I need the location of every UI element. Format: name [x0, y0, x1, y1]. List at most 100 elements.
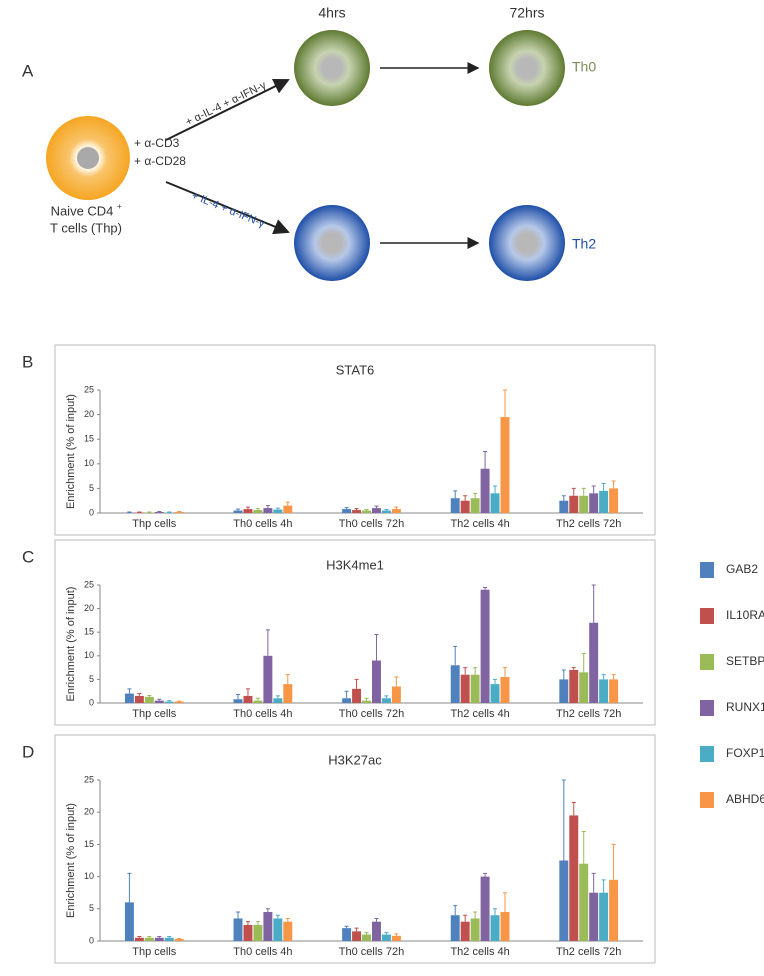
- error-bar: [374, 634, 379, 661]
- error-bar: [354, 678, 359, 689]
- bar: [243, 509, 253, 513]
- x-tick-label: Th2 cells 4h: [450, 708, 509, 720]
- error-bar: [384, 695, 389, 699]
- bar: [391, 509, 401, 513]
- bar: [391, 686, 401, 703]
- bar: [391, 935, 401, 941]
- error-bar: [453, 645, 458, 666]
- error-bar: [275, 914, 280, 919]
- y-tick-label: 0: [89, 507, 94, 517]
- error-bar: [364, 697, 369, 701]
- y-axis-label: Enrichment (% of input): [65, 587, 77, 702]
- bar: [490, 915, 500, 941]
- error-bar: [285, 501, 290, 506]
- error-bar: [571, 667, 576, 670]
- bar: [460, 500, 470, 513]
- bar: [154, 937, 164, 941]
- bar: [381, 934, 391, 941]
- th2-cell: [489, 205, 565, 281]
- bar: [134, 695, 144, 703]
- bar: [273, 698, 283, 703]
- bar: [450, 665, 460, 703]
- bar: [342, 698, 352, 703]
- error-bar: [483, 451, 488, 469]
- th0-cell: [294, 30, 370, 106]
- bar: [490, 493, 500, 513]
- error-bar: [255, 921, 260, 925]
- error-bar: [236, 911, 241, 919]
- bar: [124, 902, 134, 941]
- error-bar: [137, 935, 142, 938]
- bar: [579, 863, 589, 941]
- bar: [273, 509, 283, 513]
- bar: [599, 490, 609, 513]
- legend-label: FOXP1: [726, 746, 764, 760]
- y-tick-label: 20: [84, 807, 94, 817]
- bar: [352, 688, 362, 703]
- y-tick-label: 15: [84, 839, 94, 849]
- error-bar: [473, 667, 478, 675]
- bar: [480, 468, 490, 513]
- error-bar: [137, 693, 142, 696]
- error-bar: [354, 508, 359, 511]
- legend-label: IL10RA: [726, 608, 764, 622]
- x-tick-label: Th0 cells 4h: [233, 518, 292, 530]
- bar: [124, 693, 134, 703]
- error-bar: [591, 584, 596, 623]
- bar: [164, 937, 174, 941]
- y-tick-label: 5: [89, 903, 94, 913]
- bar: [233, 918, 243, 941]
- error-bar: [275, 695, 280, 699]
- cell-label: Th0: [572, 59, 596, 75]
- error-bar: [463, 495, 468, 501]
- time-label: 4hrs: [318, 5, 345, 21]
- bar: [253, 924, 263, 941]
- error-bar: [285, 674, 290, 685]
- y-axis-label: Enrichment (% of input): [65, 394, 77, 509]
- bar: [233, 699, 243, 703]
- bar: [352, 510, 362, 513]
- bar: [134, 937, 144, 941]
- bar: [362, 510, 371, 513]
- bar: [460, 674, 470, 703]
- y-tick-label: 5: [89, 483, 94, 493]
- error-bar: [265, 629, 270, 656]
- chart-title: H3K27ac: [328, 752, 382, 767]
- y-tick-label: 0: [89, 935, 94, 945]
- x-tick-label: Th2 cells 72h: [556, 708, 621, 720]
- error-bar: [344, 507, 349, 510]
- error-bar: [384, 932, 389, 935]
- bar: [283, 684, 293, 703]
- error-bar: [245, 688, 250, 696]
- chart-frame: [54, 734, 656, 964]
- error-bar: [374, 917, 379, 922]
- condition-label: + α-IL-4 + α-IFN-γ: [184, 79, 269, 129]
- bar: [470, 918, 480, 941]
- bar: [569, 669, 579, 703]
- y-tick-label: 0: [89, 697, 94, 707]
- bar: [342, 928, 352, 941]
- error-bar: [473, 492, 478, 499]
- error-bar: [236, 508, 241, 511]
- bar: [174, 939, 184, 941]
- error-bar: [275, 507, 280, 510]
- bar: [342, 509, 352, 513]
- bar: [470, 674, 480, 703]
- y-axis-label: Enrichment (% of input): [65, 803, 77, 918]
- error-bar: [265, 908, 270, 913]
- error-bar: [364, 932, 369, 935]
- error-bar: [167, 700, 172, 702]
- legend-label: SETBP1: [726, 654, 764, 668]
- bar: [599, 679, 609, 703]
- error-bar: [581, 487, 586, 496]
- error-bar: [601, 674, 606, 680]
- error-bar: [463, 914, 468, 922]
- y-tick-label: 20: [84, 409, 94, 419]
- y-tick-label: 10: [84, 650, 94, 660]
- legend-swatch: [700, 746, 714, 762]
- bar: [579, 672, 589, 703]
- error-bar: [285, 917, 290, 922]
- bar: [253, 700, 263, 703]
- bar: [559, 500, 569, 513]
